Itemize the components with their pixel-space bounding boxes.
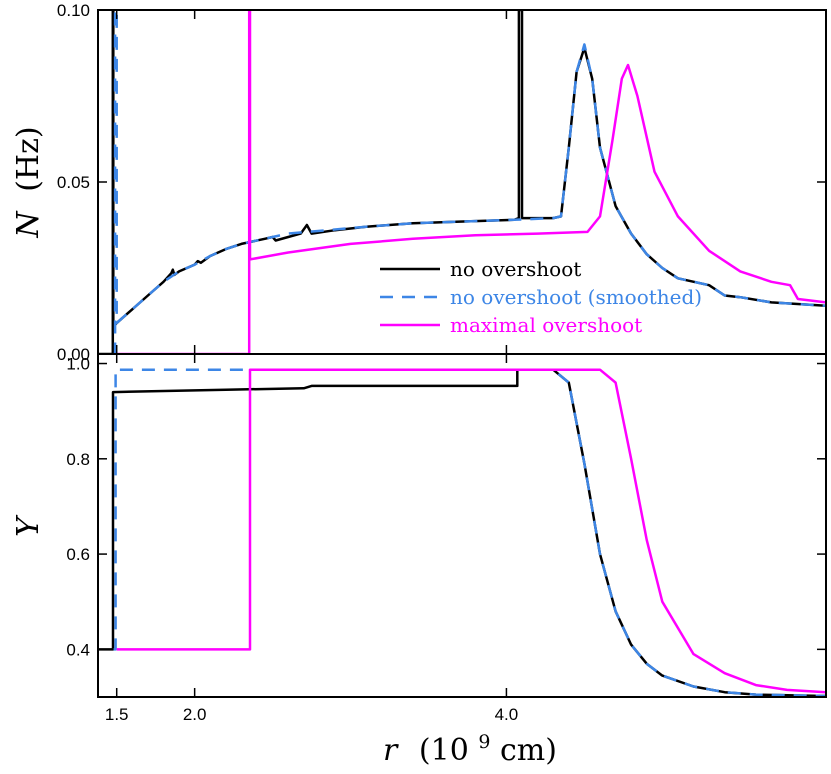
top-ytick-label: 0.10 bbox=[57, 1, 90, 20]
top-ytick-label: 0.05 bbox=[57, 173, 90, 192]
xlabel-exponent: 9 bbox=[478, 731, 490, 753]
xtick-label: 1.5 bbox=[105, 705, 129, 724]
bottom-ytick-label: 0.8 bbox=[66, 450, 90, 469]
bottom-ticks-group: 0.4 0.6 0.8 1.0 1.5 2.0 4.0 bbox=[66, 354, 826, 724]
top-ylabel: N (Hz) bbox=[11, 126, 46, 238]
legend-label-maximal-overshoot: maximal overshoot bbox=[450, 313, 642, 337]
bottom-plot-frame bbox=[97, 353, 827, 698]
xtick-label: 2.0 bbox=[183, 705, 207, 724]
top-panel: 0.00 0.05 0.10 N (Hz) no overshoot no over… bbox=[11, 1, 827, 364]
top-series-group bbox=[98, 10, 826, 354]
xlabel-unit-end: cm) bbox=[500, 733, 557, 768]
xlabel-symbol: r bbox=[383, 733, 399, 768]
top-series-maximal-overshoot bbox=[116, 10, 826, 354]
bottom-series-no-overshoot bbox=[98, 368, 826, 697]
bottom-series-group bbox=[98, 368, 826, 697]
top-ylabel-symbol: N bbox=[11, 210, 46, 239]
top-ytick-label: 0.00 bbox=[57, 345, 90, 364]
xlabel-unit: (10 bbox=[419, 733, 469, 768]
legend: no overshoot no overshoot (smoothed) max… bbox=[380, 257, 702, 337]
bottom-series-maximal-overshoot bbox=[116, 368, 826, 694]
bottom-series-no-overshoot-smoothed bbox=[113, 368, 826, 697]
top-series-no-overshoot-smoothed bbox=[113, 10, 826, 354]
bottom-ytick-label: 0.4 bbox=[66, 640, 90, 659]
bottom-ytick-label: 0.6 bbox=[66, 545, 90, 564]
bottom-panel: 0.4 0.6 0.8 1.0 1.5 2.0 4.0 Y r (10 9 cm) bbox=[11, 353, 827, 768]
xtick-label: 4.0 bbox=[495, 705, 519, 724]
legend-label-no-overshoot-smoothed: no overshoot (smoothed) bbox=[450, 285, 702, 309]
top-ylabel-unit: (Hz) bbox=[11, 126, 46, 191]
top-ticks-group: 0.00 0.05 0.10 bbox=[57, 1, 826, 364]
xlabel: r (10 9 cm) bbox=[383, 721, 557, 768]
bottom-ylabel: Y bbox=[11, 514, 46, 537]
legend-label-no-overshoot: no overshoot bbox=[450, 257, 581, 281]
bottom-ytick-label: 1.0 bbox=[66, 355, 90, 374]
